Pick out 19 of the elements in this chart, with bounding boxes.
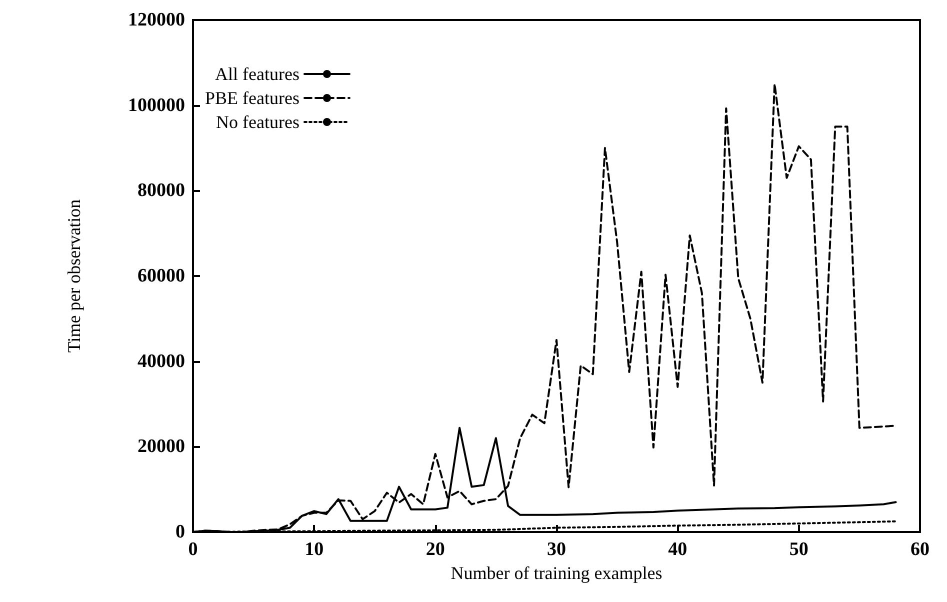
x-tick-label: 60 xyxy=(910,539,930,560)
y-tick-label: 80000 xyxy=(138,180,185,202)
legend-label: PBE features xyxy=(204,88,300,108)
x-tick-label: 40 xyxy=(668,539,688,560)
legend-label: No features xyxy=(216,112,300,132)
y-axis-title: Time per observation xyxy=(64,199,84,353)
y-tick-label: 120000 xyxy=(128,10,185,30)
y-tick-label: 40000 xyxy=(138,350,185,372)
y-tick-label: 60000 xyxy=(138,266,185,286)
x-tick-label: 10 xyxy=(304,539,324,560)
x-tick-label: 30 xyxy=(547,539,566,560)
y-tick-label: 0 xyxy=(176,522,185,542)
y-tick-label: 100000 xyxy=(128,94,185,116)
y-tick-label: 20000 xyxy=(138,436,185,458)
x-axis-title: Number of training examples xyxy=(450,562,662,583)
x-tick-label: 50 xyxy=(789,539,808,560)
x-tick-label: 0 xyxy=(188,539,198,560)
legend-label: All features xyxy=(215,64,300,84)
x-tick-label: 20 xyxy=(426,539,445,560)
